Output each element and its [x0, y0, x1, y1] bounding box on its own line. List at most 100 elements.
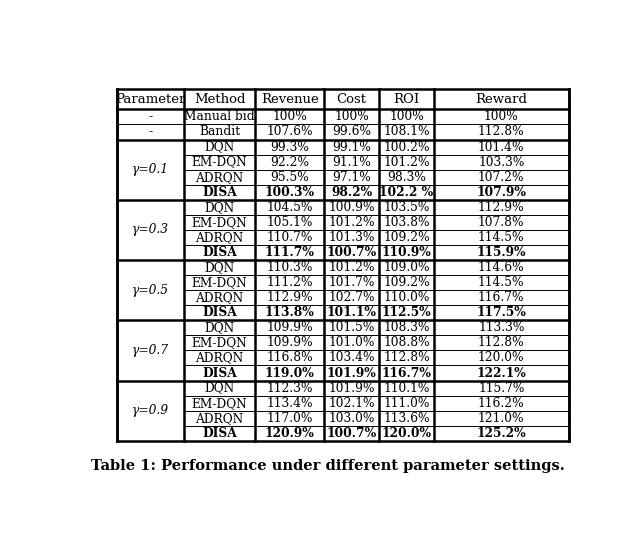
Text: 115.7%: 115.7% [478, 382, 525, 394]
Text: 107.8%: 107.8% [478, 216, 525, 229]
Text: 110.9%: 110.9% [381, 246, 431, 259]
Text: ROI: ROI [394, 93, 420, 106]
Text: DQN: DQN [205, 141, 235, 153]
Text: Cost: Cost [337, 93, 367, 106]
Text: 101.9%: 101.9% [328, 382, 374, 394]
Text: 110.1%: 110.1% [383, 382, 429, 394]
Text: 109.2%: 109.2% [383, 231, 430, 244]
Text: 101.7%: 101.7% [328, 276, 374, 289]
Text: 112.3%: 112.3% [266, 382, 313, 394]
Text: Parameter: Parameter [115, 93, 186, 106]
Text: 101.2%: 101.2% [328, 261, 374, 274]
Text: 111.2%: 111.2% [266, 276, 313, 289]
Text: 113.6%: 113.6% [383, 412, 430, 425]
Text: 100%: 100% [272, 111, 307, 123]
Text: 116.8%: 116.8% [266, 351, 313, 365]
Text: ADRQN: ADRQN [196, 170, 244, 184]
Text: 112.8%: 112.8% [383, 351, 430, 365]
Text: 103.3%: 103.3% [478, 156, 525, 169]
Text: 101.2%: 101.2% [383, 156, 430, 169]
Text: 117.0%: 117.0% [266, 412, 313, 425]
Text: DISA: DISA [202, 427, 237, 440]
Text: 99.6%: 99.6% [332, 125, 371, 139]
Text: γ=0.9: γ=0.9 [132, 404, 169, 417]
Text: 95.5%: 95.5% [270, 170, 309, 184]
Text: 114.5%: 114.5% [478, 231, 525, 244]
Text: 107.9%: 107.9% [476, 186, 526, 199]
Text: 108.3%: 108.3% [383, 321, 430, 334]
Text: 116.2%: 116.2% [478, 397, 525, 410]
Text: DISA: DISA [202, 366, 237, 379]
Text: 116.7%: 116.7% [381, 366, 431, 379]
Text: γ=0.7: γ=0.7 [132, 344, 169, 357]
Text: 121.0%: 121.0% [478, 412, 525, 425]
Text: DISA: DISA [202, 246, 237, 259]
Text: Reward: Reward [476, 93, 527, 106]
Text: 109.9%: 109.9% [266, 337, 313, 349]
Text: 113.4%: 113.4% [266, 397, 313, 410]
Text: DISA: DISA [202, 186, 237, 199]
Text: 101.4%: 101.4% [478, 141, 525, 153]
Text: 100.7%: 100.7% [326, 246, 376, 259]
Text: DQN: DQN [205, 261, 235, 274]
Text: Revenue: Revenue [260, 93, 319, 106]
Text: 100%: 100% [484, 111, 518, 123]
Text: Bandit: Bandit [199, 125, 240, 139]
Text: 110.7%: 110.7% [266, 231, 313, 244]
Text: ADRQN: ADRQN [196, 231, 244, 244]
Text: γ=0.1: γ=0.1 [132, 163, 169, 176]
Text: 112.9%: 112.9% [266, 291, 313, 304]
Text: 111.0%: 111.0% [383, 397, 429, 410]
Text: EM-DQN: EM-DQN [192, 397, 248, 410]
Text: 98.2%: 98.2% [331, 186, 372, 199]
Text: 102.2 %: 102.2 % [380, 186, 433, 199]
Text: 101.3%: 101.3% [328, 231, 374, 244]
Text: 97.1%: 97.1% [332, 170, 371, 184]
Text: ADRQN: ADRQN [196, 412, 244, 425]
Text: Table 1: Performance under different parameter settings.: Table 1: Performance under different par… [91, 459, 565, 473]
Text: γ=0.5: γ=0.5 [132, 284, 169, 296]
Text: 102.7%: 102.7% [328, 291, 374, 304]
Text: ADRQN: ADRQN [196, 351, 244, 365]
Text: 103.5%: 103.5% [383, 201, 429, 214]
Text: DQN: DQN [205, 382, 235, 394]
Text: 120.9%: 120.9% [265, 427, 314, 440]
Text: 100%: 100% [334, 111, 369, 123]
Text: 110.0%: 110.0% [383, 291, 429, 304]
Text: 120.0%: 120.0% [381, 427, 431, 440]
Text: 109.2%: 109.2% [383, 276, 430, 289]
Text: 100.7%: 100.7% [326, 427, 376, 440]
Text: 125.2%: 125.2% [477, 427, 526, 440]
Text: Method: Method [194, 93, 245, 106]
Text: -: - [148, 125, 153, 139]
Text: 104.5%: 104.5% [266, 201, 313, 214]
Text: Manual bid: Manual bid [184, 111, 255, 123]
Text: 108.1%: 108.1% [383, 125, 430, 139]
Text: 101.9%: 101.9% [326, 366, 376, 379]
Text: 117.5%: 117.5% [476, 306, 526, 319]
Text: 101.1%: 101.1% [326, 306, 376, 319]
Text: 120.0%: 120.0% [478, 351, 525, 365]
Text: 107.2%: 107.2% [478, 170, 525, 184]
Text: 113.3%: 113.3% [478, 321, 525, 334]
Text: 105.1%: 105.1% [266, 216, 313, 229]
Text: 112.8%: 112.8% [478, 125, 525, 139]
Text: 114.6%: 114.6% [478, 261, 525, 274]
Text: 100.9%: 100.9% [328, 201, 374, 214]
Text: 102.1%: 102.1% [328, 397, 374, 410]
Text: 109.9%: 109.9% [266, 321, 313, 334]
Text: 108.8%: 108.8% [383, 337, 430, 349]
Text: 99.1%: 99.1% [332, 141, 371, 153]
Text: 109.0%: 109.0% [383, 261, 430, 274]
Text: 91.1%: 91.1% [332, 156, 371, 169]
Text: EM-DQN: EM-DQN [192, 216, 248, 229]
Text: 112.5%: 112.5% [381, 306, 431, 319]
Text: 115.9%: 115.9% [477, 246, 526, 259]
Text: 112.8%: 112.8% [478, 337, 525, 349]
Text: 92.2%: 92.2% [270, 156, 309, 169]
Text: 100.3%: 100.3% [264, 186, 315, 199]
Text: 107.6%: 107.6% [266, 125, 313, 139]
Text: 116.7%: 116.7% [478, 291, 525, 304]
Text: 101.5%: 101.5% [328, 321, 374, 334]
Text: EM-DQN: EM-DQN [192, 337, 248, 349]
